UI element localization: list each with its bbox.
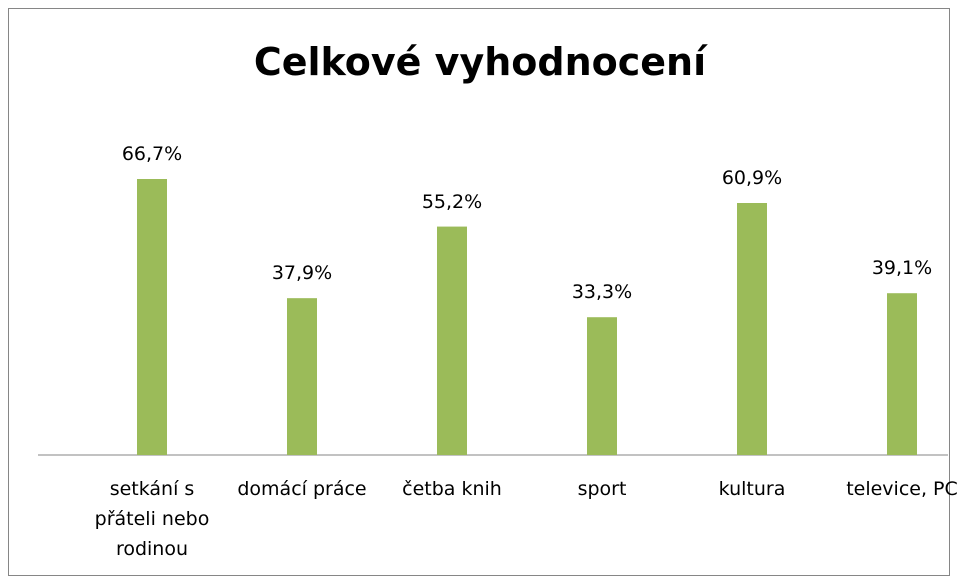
bar (737, 203, 767, 455)
bar (137, 179, 167, 455)
data-label: 66,7% (121, 143, 183, 165)
data-label: 37,9% (271, 262, 333, 285)
bar (887, 293, 917, 455)
bar (587, 317, 617, 455)
bar (287, 298, 317, 455)
x-tick-label: četba knih (402, 478, 502, 500)
x-tick-label: setkání s přáteli nebo rodinou (94, 478, 210, 560)
bar (437, 226, 467, 455)
x-tick-label: sport (577, 478, 627, 500)
x-tick-label: televice, PC (846, 478, 958, 500)
data-label: 39,1% (871, 257, 933, 280)
chart-frame (8, 8, 950, 576)
data-label: 60,9% (721, 167, 783, 189)
chart-title: Celkové vyhodnocení (253, 40, 707, 84)
x-tick-label: domácí práce (237, 478, 367, 500)
x-tick-label: kultura (718, 478, 786, 500)
data-label: 55,2% (421, 190, 483, 213)
data-label: 33,3% (571, 281, 633, 304)
